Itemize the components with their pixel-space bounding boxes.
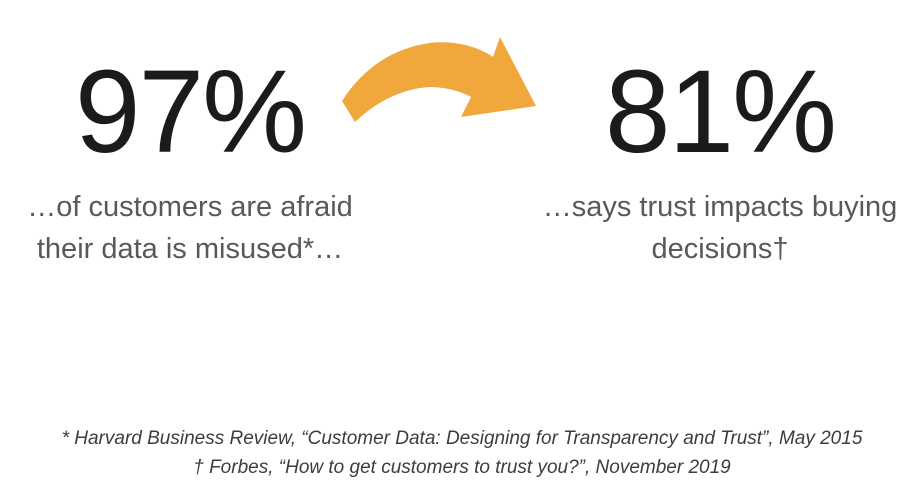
stat-block-right: 81% …says trust impacts buying decisions…	[522, 52, 918, 270]
stat-right-caption-line1: …says trust impacts buying	[542, 191, 898, 223]
footnotes: * Harvard Business Review, “Customer Dat…	[0, 424, 924, 482]
curved-arrow-path	[342, 37, 536, 122]
stat-left-value: 97%	[74, 46, 307, 178]
stat-left-caption-line1: …of customers are afraid	[27, 191, 353, 223]
footnote-forbes: † Forbes, “How to get customers to trust…	[193, 457, 731, 478]
footnote-harvard-business-review: * Harvard Business Review, “Customer Dat…	[61, 428, 863, 449]
stat-right-caption-line2: decisions†	[651, 233, 789, 265]
stat-right-value: 81%	[604, 46, 837, 178]
stat-block-left: 97% …of customers are afraid their data …	[0, 52, 380, 270]
curved-arrow-icon	[342, 37, 536, 122]
stat-left-caption: …of customers are afraid their data is m…	[0, 186, 380, 270]
stat-right-caption: …says trust impacts buying decisions†	[522, 186, 918, 270]
stat-left-caption-line2: their data is misused*…	[36, 233, 344, 265]
